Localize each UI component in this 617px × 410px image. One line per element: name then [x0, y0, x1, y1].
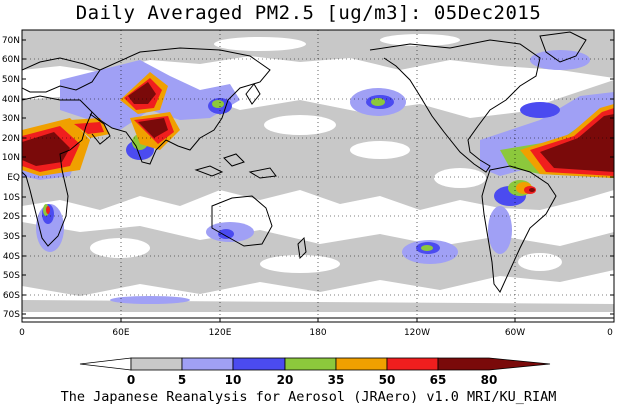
colorbar-segment-1: [130, 357, 183, 371]
colorbar-segment-0: [79, 357, 132, 371]
lon-label: 60E: [112, 328, 129, 338]
graticule: [22, 30, 614, 322]
lat-label: 10S: [3, 193, 20, 203]
lat-label: 70N: [2, 36, 20, 46]
colorbar-segment-3: [232, 357, 286, 371]
lat-label: 40S: [3, 252, 20, 262]
colorbar-segment-2: [181, 357, 234, 371]
lon-label: 0: [19, 328, 25, 338]
colorbar-tick: 65: [430, 373, 447, 387]
colorbar-tick: 10: [225, 373, 242, 387]
colorbar-segment-4: [284, 357, 337, 371]
lon-label: 60W: [505, 328, 525, 338]
colorbar-segment-6: [386, 357, 439, 371]
lat-label: 30N: [2, 114, 20, 124]
lat-axis: 70N 60N 50N 40N 30N 20N 10N EQ 10S 20S 3…: [2, 36, 614, 320]
lat-label: 40N: [2, 95, 20, 105]
lat-label: 10N: [2, 153, 20, 163]
lat-label: 20S: [3, 212, 20, 222]
lon-label: 180: [309, 328, 326, 338]
footer-credit: The Japanese Reanalysis for Aerosol (JRA…: [60, 389, 557, 405]
colorbar-tick: 0: [127, 373, 135, 387]
concentration-field: [22, 30, 614, 312]
colorbar-tick: 80: [481, 373, 498, 387]
colorbar-tick: 50: [379, 373, 396, 387]
level-0-5: [90, 34, 562, 273]
colorbar-segment-5: [335, 357, 388, 371]
lat-label: 50S: [3, 271, 20, 281]
colorbar-segment-7: [437, 357, 551, 371]
lat-label: 20N: [2, 134, 20, 144]
lon-label: 0: [607, 328, 613, 338]
lat-label: 60N: [2, 55, 20, 65]
lat-label: 70S: [3, 310, 20, 320]
map-title: Daily Averaged PM2.5 [ug/m3]: 05Dec2015: [75, 2, 542, 24]
colorbar-tick: 20: [277, 373, 294, 387]
lon-label: 120W: [404, 328, 430, 338]
lat-label: 50N: [2, 75, 20, 85]
lat-label: 60S: [3, 291, 20, 301]
lat-label: 30S: [3, 232, 20, 242]
colorbar-tick: 5: [178, 373, 186, 387]
colorbar-labels: 0 5 10 20 35 50 65 80: [127, 373, 498, 387]
lon-axis: 0 60E 120E 180 120W 60W 0: [19, 318, 615, 338]
colorbar-tick: 35: [328, 373, 345, 387]
lon-label: 120E: [209, 328, 232, 338]
level-80-plus: [22, 82, 614, 192]
lat-label: EQ: [7, 173, 20, 183]
colorbar: [79, 357, 551, 371]
